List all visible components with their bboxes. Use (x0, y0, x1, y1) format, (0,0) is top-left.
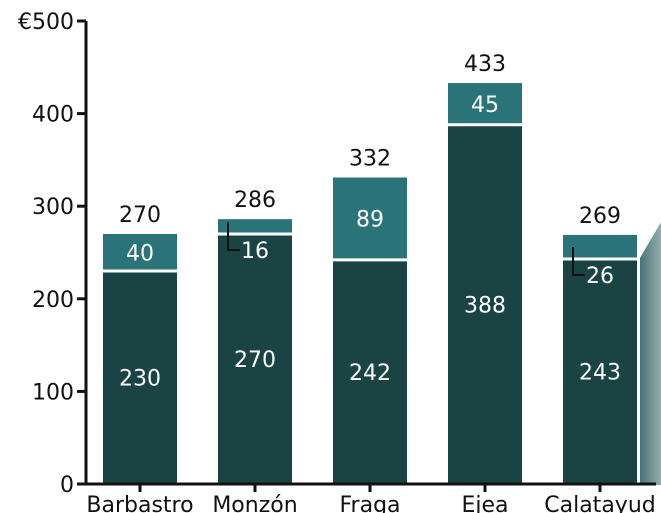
axes-group: €500 400 300 200 100 0 Barbastro Monzón Fraga Eje… (18, 10, 656, 513)
bar-segment-top (448, 83, 522, 125)
bar-segment-top-label: 45 (471, 93, 499, 118)
y-tick-label: €500 (18, 10, 74, 35)
bar-segment-base-label: 230 (119, 367, 161, 392)
y-tick-label: 0 (60, 473, 74, 498)
bar-segment-top (218, 219, 292, 234)
y-tick-label: 400 (32, 103, 74, 128)
bar-segment-top-label: 16 (241, 239, 269, 264)
y-tick-label: 300 (32, 195, 74, 220)
x-tick-label: Fraga (339, 493, 400, 513)
clipped-bar-edge (640, 222, 661, 485)
bar-segment-top-label: 40 (126, 242, 154, 267)
bar-segment-base-label: 388 (464, 293, 506, 318)
x-tick-label: Barbastro (86, 493, 193, 513)
bar-segment-top-label: 26 (586, 264, 614, 289)
bar-total-label: 332 (349, 146, 391, 171)
x-tick-label: Ejea (461, 493, 508, 513)
bar-segment-base (103, 271, 177, 484)
bar-segment-base (333, 259, 407, 484)
y-tick-label: 100 (32, 380, 74, 405)
bar-segment-top (103, 233, 177, 272)
bar-total-label: 286 (234, 188, 276, 213)
x-tick-label: Calatayud (544, 493, 655, 513)
bar-total-label: 270 (119, 203, 161, 228)
bar-segment-base-label: 270 (234, 348, 276, 373)
bar-segment-base (218, 233, 292, 484)
bar-total-label: 269 (579, 204, 621, 229)
bar-segment-base-label: 243 (579, 360, 621, 385)
labels-group: 230 40 270 270 16 286 242 89 332 388 45 433 243 26 269 (119, 52, 621, 391)
bar-segment-base-label: 242 (349, 361, 391, 386)
bar-segment-base (563, 258, 637, 484)
bar-total-label: 433 (464, 52, 506, 77)
bar-segment-top (333, 177, 407, 260)
bar-segment-base (448, 124, 522, 484)
leader-line (572, 246, 585, 276)
leader-line (227, 221, 240, 251)
y-tick-label: 200 (32, 288, 74, 313)
bars-group (103, 83, 637, 484)
bar-segment-top-label: 89 (356, 208, 384, 233)
bar-segment-top (563, 234, 637, 259)
x-tick-label: Monzón (212, 493, 297, 513)
